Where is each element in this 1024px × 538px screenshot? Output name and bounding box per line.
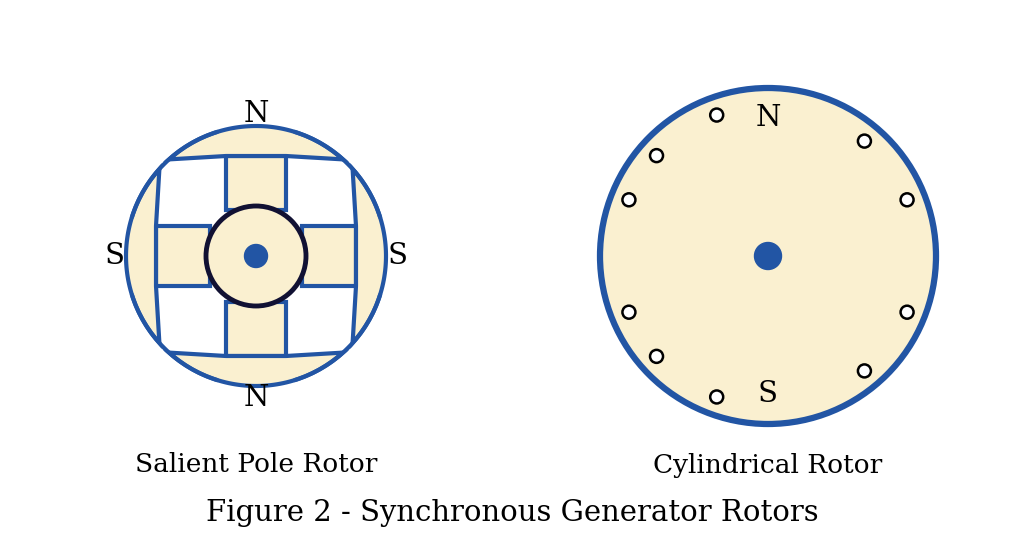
Circle shape <box>206 206 306 306</box>
Circle shape <box>623 193 636 206</box>
Polygon shape <box>169 352 343 386</box>
Circle shape <box>711 391 723 404</box>
Circle shape <box>600 88 936 424</box>
Text: Figure 2 - Synchronous Generator Rotors: Figure 2 - Synchronous Generator Rotors <box>206 499 818 527</box>
Circle shape <box>858 364 871 377</box>
Polygon shape <box>169 126 343 159</box>
Text: S: S <box>104 242 124 270</box>
Circle shape <box>650 149 663 162</box>
Circle shape <box>245 244 267 267</box>
Polygon shape <box>226 156 286 210</box>
Circle shape <box>858 134 871 147</box>
Circle shape <box>711 109 723 122</box>
Circle shape <box>755 243 781 270</box>
Polygon shape <box>156 226 210 286</box>
Circle shape <box>650 350 663 363</box>
Text: S: S <box>758 380 778 408</box>
Text: Salient Pole Rotor: Salient Pole Rotor <box>135 452 377 478</box>
Text: N: N <box>244 100 268 128</box>
Polygon shape <box>126 169 160 343</box>
Text: N: N <box>244 384 268 412</box>
Polygon shape <box>302 226 356 286</box>
Circle shape <box>900 193 913 206</box>
Circle shape <box>623 306 636 318</box>
Text: N: N <box>756 104 780 132</box>
Text: Cylindrical Rotor: Cylindrical Rotor <box>653 452 883 478</box>
Polygon shape <box>226 302 286 356</box>
Circle shape <box>900 306 913 318</box>
Text: S: S <box>388 242 408 270</box>
Polygon shape <box>352 169 386 343</box>
